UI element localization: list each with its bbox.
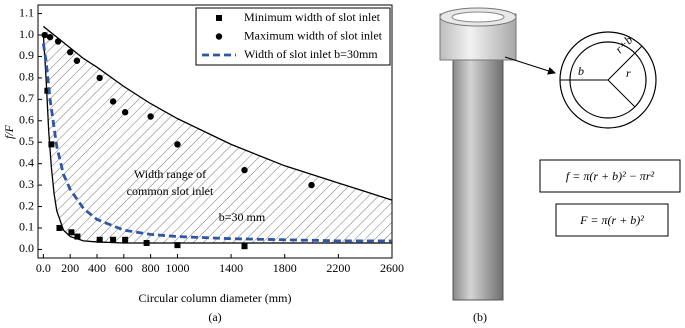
point xyxy=(174,141,181,148)
x-tick-label: 1400 xyxy=(219,261,243,275)
x-tick-label: 800 xyxy=(142,261,160,275)
y-axis-label: f/F xyxy=(2,124,16,139)
line xyxy=(41,43,392,243)
point xyxy=(241,166,248,174)
point xyxy=(73,57,81,64)
diagram-b: b r+b r f = π(r + b)² − πr² F = π(r + b)… xyxy=(439,7,681,324)
point xyxy=(147,113,154,120)
plot-frame xyxy=(37,4,393,259)
annotation: common slot inlet xyxy=(127,184,214,198)
formula-box xyxy=(555,203,669,237)
arrow xyxy=(504,56,556,75)
formula-box xyxy=(539,159,681,193)
x-tick-label: 2200 xyxy=(326,261,350,275)
annotation: Width range of xyxy=(134,167,206,181)
point xyxy=(241,243,248,250)
label: r+b xyxy=(612,33,635,56)
point xyxy=(96,74,103,82)
point xyxy=(110,236,117,243)
label: b xyxy=(578,64,584,78)
caption: (a) xyxy=(208,310,221,324)
point xyxy=(56,224,63,231)
radius-line xyxy=(607,79,636,108)
legend-label: Minimum width of slot inlet xyxy=(244,10,381,24)
point xyxy=(48,141,55,148)
point xyxy=(66,48,74,56)
y-tick-label: 0.0 xyxy=(19,241,34,255)
x-tick-label: 1800 xyxy=(273,261,297,275)
x-tick-label: 1000 xyxy=(165,261,189,275)
y-tick-label: 0.6 xyxy=(19,113,34,127)
y-tick-label: 0.1 xyxy=(19,220,34,234)
legend-swatch xyxy=(215,33,223,40)
point xyxy=(54,38,62,45)
point xyxy=(44,87,51,94)
annotation: b=30 mm xyxy=(219,210,266,224)
x-tick-label: 600 xyxy=(115,261,133,275)
x-tick-label: 2600 xyxy=(380,261,404,275)
x-tick-label: 0.0 xyxy=(36,261,51,275)
x-tick-label: 200 xyxy=(61,261,79,275)
y-tick-label: 0.3 xyxy=(19,177,34,191)
legend-label: Maximum width of slot inlet xyxy=(244,28,383,42)
point xyxy=(122,236,129,243)
label: r xyxy=(626,66,631,80)
point xyxy=(109,98,117,105)
x-axis-label: Circular column diameter (mm) xyxy=(139,291,292,305)
chart-a: 0.0 200 400 600 800 1000 1400 1800 2200 2600 0.0 0.… xyxy=(19,4,404,275)
y-tick-label: 1.1 xyxy=(19,5,34,19)
point xyxy=(96,236,103,243)
formula: F = π(r + b)² xyxy=(579,213,644,227)
y-tick-label: 0.8 xyxy=(19,70,34,84)
collar-hole xyxy=(451,11,505,23)
hatch-region xyxy=(43,26,392,243)
y-tick-label: 0.4 xyxy=(19,155,34,169)
y-tick-label: 0.9 xyxy=(19,48,34,62)
legend-label: Width of slot inlet b=30mm xyxy=(244,47,378,61)
fit-curve xyxy=(42,25,393,201)
y-tick-label: 0.2 xyxy=(19,198,34,212)
point xyxy=(46,33,54,41)
point xyxy=(174,242,181,249)
point xyxy=(74,233,81,240)
x-tick-label: 400 xyxy=(88,261,106,275)
point xyxy=(308,181,315,189)
column xyxy=(452,57,504,301)
point xyxy=(41,31,48,39)
caption: (b) xyxy=(473,310,487,324)
point xyxy=(143,239,150,246)
y-tick-label: 0.7 xyxy=(19,91,34,105)
radius-line xyxy=(607,45,643,81)
point xyxy=(68,229,75,236)
formula: f = π(r + b)² − πr² xyxy=(566,169,655,183)
y-tick-label: 1.0 xyxy=(19,27,34,41)
point xyxy=(121,109,129,116)
legend-swatch xyxy=(216,15,222,21)
y-tick-label: 0.5 xyxy=(19,134,34,148)
